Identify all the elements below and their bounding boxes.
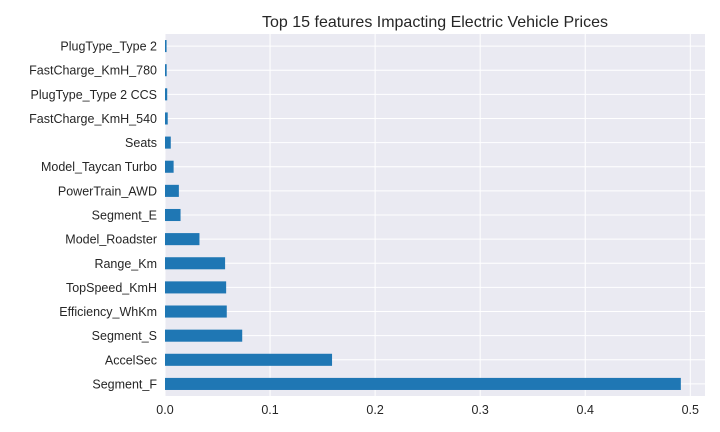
y-tick-label: PlugType_Type 2	[60, 40, 157, 54]
x-tick-labels: 0.0 0.1 0.2 0.3 0.4 0.5	[156, 403, 699, 417]
y-tick-label: Segment_S	[92, 329, 157, 343]
y-tick-label: Efficiency_WhKm	[59, 305, 157, 319]
y-tick-label: Model_Taycan Turbo	[41, 160, 157, 174]
y-tick-label: Model_Roadster	[65, 233, 157, 247]
y-tick-label: PlugType_Type 2 CCS	[31, 88, 157, 102]
bar-topspeed-kmh	[165, 281, 227, 294]
y-tick-label: Segment_E	[92, 209, 157, 223]
x-tick-label: 0.5	[682, 403, 699, 417]
bar-model-roadster	[165, 233, 200, 246]
y-tick-label: FastCharge_KmH_540	[29, 112, 157, 126]
bar-segment-s	[165, 329, 243, 342]
y-tick-labels: PlugType_Type 2 FastCharge_KmH_780 PlugTyp…	[29, 40, 157, 392]
bar-fastcharge-kmh-780	[165, 64, 167, 77]
x-tick-label: 0.0	[156, 403, 173, 417]
x-tick-label: 0.1	[261, 403, 278, 417]
y-tick-label: Range_Km	[94, 257, 157, 271]
chart-title: Top 15 features Impacting Electric Vehic…	[262, 14, 608, 31]
bar-accelsec	[165, 353, 333, 366]
bar-model-taycan-turbo	[165, 160, 174, 173]
bar-seats	[165, 136, 171, 149]
x-tick-label: 0.3	[471, 403, 488, 417]
y-tick-label: Seats	[125, 136, 157, 150]
bar-range-km	[165, 257, 226, 270]
y-tick-label: FastCharge_KmH_780	[29, 64, 157, 78]
bar-plugtype-type-2	[165, 40, 167, 53]
gridlines	[164, 34, 705, 396]
x-tick-label: 0.2	[366, 403, 383, 417]
y-tick-label: AccelSec	[105, 353, 157, 367]
y-tick-label: PowerTrain_AWD	[58, 184, 157, 198]
y-tick-label: Segment_F	[92, 377, 157, 391]
bar-segment-e	[165, 208, 181, 222]
bar-powertrain-awd	[165, 184, 179, 197]
x-tick-label: 0.4	[577, 403, 594, 417]
bars	[165, 40, 681, 390]
bar-efficiency-whkm	[165, 305, 227, 318]
bar-fastcharge-kmh-540	[165, 112, 168, 125]
bar-segment-f	[165, 377, 681, 390]
y-tick-label: TopSpeed_KmH	[66, 281, 157, 295]
bar-plugtype-type-2-ccs	[165, 88, 168, 101]
